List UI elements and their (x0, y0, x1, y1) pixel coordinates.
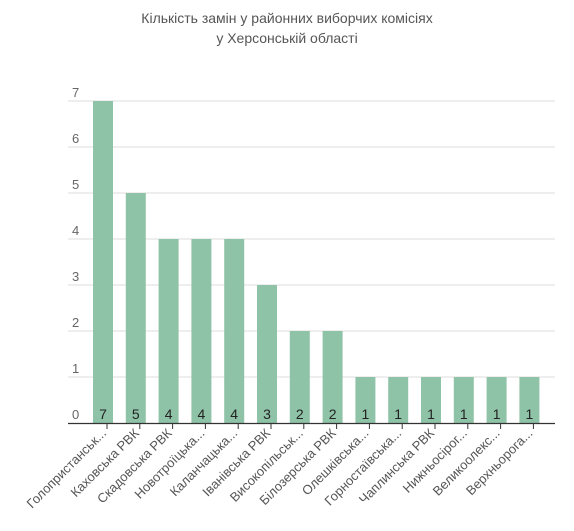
bar (421, 377, 441, 423)
y-tick-label: 2 (72, 315, 79, 330)
bars (93, 101, 540, 423)
y-tick-label: 3 (72, 269, 79, 284)
bar (453, 377, 474, 423)
data-label: 1 (362, 406, 370, 422)
data-label: 4 (230, 406, 238, 422)
bar (486, 377, 507, 423)
y-axis: 0 1 2 3 4 5 6 7 (72, 85, 79, 422)
data-label: 5 (132, 406, 140, 422)
y-tick-label: 7 (72, 85, 79, 100)
data-label: 1 (427, 406, 435, 422)
bar (355, 377, 376, 423)
bar (125, 193, 146, 423)
chart-title-line-1: Кількість замін у районних виборчих комі… (141, 10, 433, 26)
bar (93, 101, 113, 423)
data-label: 2 (296, 406, 304, 422)
bar (191, 239, 212, 423)
bar (257, 285, 277, 423)
data-label: 2 (329, 406, 337, 422)
data-label: 1 (526, 406, 534, 422)
y-tick-label: 4 (72, 223, 79, 238)
gridlines (68, 100, 555, 378)
chart-title: Кількість замін у районних виборчих комі… (0, 8, 574, 48)
chart-title-line-2: у Херсонській області (216, 30, 358, 46)
bar (519, 377, 540, 423)
x-axis: Голопристанськ...Каховська РВКСкадовська… (23, 422, 555, 511)
y-tick-label: 0 (72, 407, 79, 422)
y-tick-label: 6 (72, 131, 79, 146)
data-label: 7 (99, 406, 107, 422)
data-label: 4 (165, 406, 173, 422)
data-label: 4 (198, 406, 206, 422)
bar (158, 239, 179, 423)
data-label: 1 (394, 406, 402, 422)
bar (224, 239, 245, 423)
y-tick-label: 1 (72, 361, 79, 376)
data-labels: 7 5 4 4 4 3 2 2 1 1 1 1 1 1 (99, 406, 533, 422)
data-label: 3 (263, 406, 271, 422)
data-label: 1 (460, 406, 468, 422)
bar (289, 331, 310, 423)
bar (322, 331, 343, 423)
data-label: 1 (493, 406, 501, 422)
y-tick-label: 5 (72, 177, 79, 192)
bar (388, 377, 409, 423)
